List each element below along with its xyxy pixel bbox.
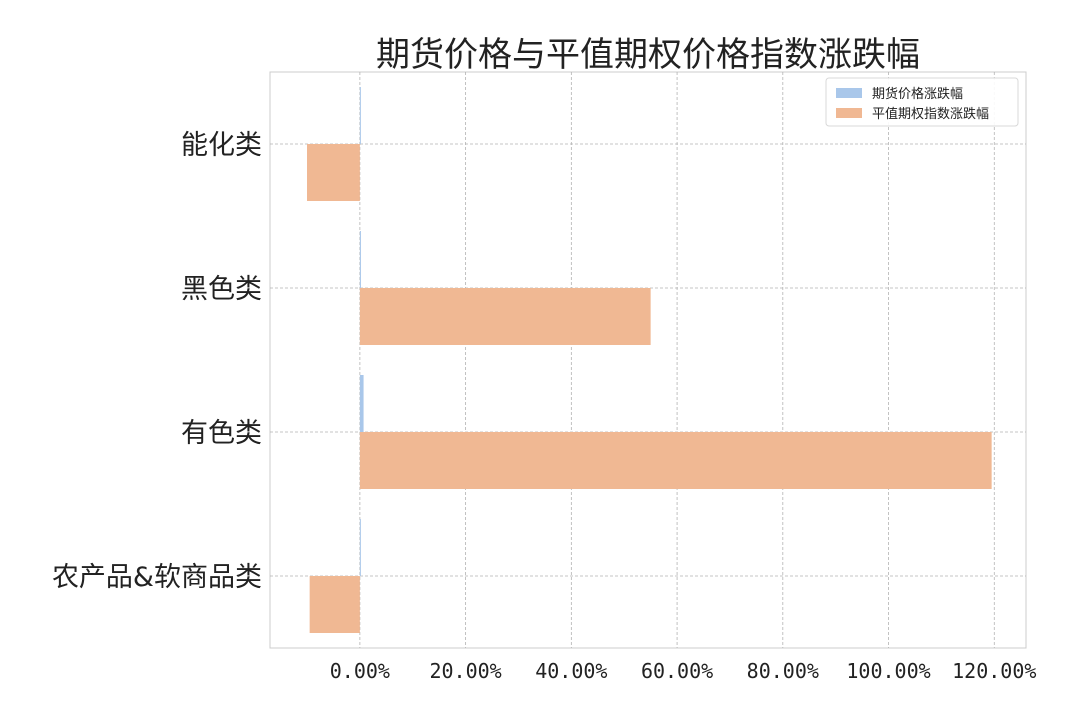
- bar-series-1: [359, 231, 361, 288]
- x-tick-label: 0.00%: [330, 659, 390, 683]
- bar-series-1: [359, 519, 361, 576]
- x-tick-label: 80.00%: [747, 659, 819, 683]
- category-label: 能化类: [181, 130, 262, 161]
- chart-title: 期货价格与平值期权价格指数涨跌幅: [376, 35, 920, 75]
- bar-series-2: [309, 576, 360, 633]
- legend-label: 期货价格涨跌幅: [872, 86, 963, 102]
- bar-series-1: [359, 375, 364, 432]
- category-label: 农产品&软商品类: [52, 562, 262, 593]
- x-tick-label: 60.00%: [641, 659, 713, 683]
- bar-series-2: [359, 432, 992, 489]
- legend-swatch: [836, 108, 862, 118]
- legend-box: [825, 77, 1019, 127]
- x-tick-label: 20.00%: [429, 659, 501, 683]
- x-tick-label: 120.00%: [952, 659, 1036, 683]
- plot-frame: [269, 71, 1027, 649]
- plot-area: 0.00% 20.00% 40.00% 60.00% 80.00% 100.00% 120.…: [52, 71, 1036, 683]
- x-tick-label: 100.00%: [846, 659, 930, 683]
- x-tick-label: 40.00%: [535, 659, 607, 683]
- bar-series-1: [359, 87, 361, 144]
- category-label: 黑色类: [181, 274, 262, 305]
- bar-series-2: [359, 288, 651, 345]
- legend-swatch: [836, 88, 862, 98]
- legend-label: 平值期权指数涨跌幅: [872, 106, 989, 122]
- bar-series-2: [307, 144, 360, 201]
- category-label: 有色类: [181, 418, 262, 449]
